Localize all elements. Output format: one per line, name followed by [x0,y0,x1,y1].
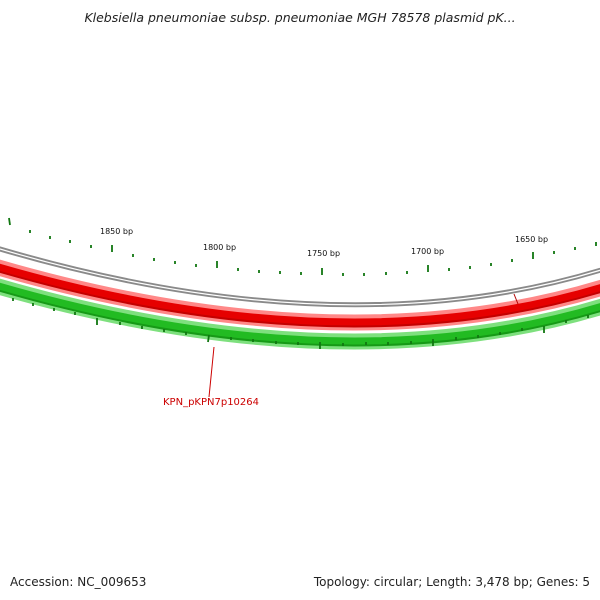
gene-label-connector [208,346,215,398]
ruler-label-1650: 1650 bp [515,235,548,244]
lower-ruler-ticks [12,298,589,349]
ruler-label-1700: 1700 bp [411,247,444,256]
forward-strand-band-core [0,282,600,346]
map-title: Klebsiella pneumoniae subsp. pneumoniae … [84,10,516,25]
feature-boundary-mark [513,293,519,305]
gene-label-kpn-pkpn7p10264[interactable]: KPN_pKPN7p10264 [163,397,259,408]
ruler-label-1800: 1800 bp [203,243,236,252]
ruler-label-1850: 1850 bp [100,227,133,236]
forward-strand-band-shade [0,289,600,347]
ruler-label-1750: 1750 bp [307,249,340,258]
upper-ruler-ticks [8,217,597,276]
reverse-strand-band-core [0,263,600,327]
backbone-ring-inner [0,248,600,306]
topology-summary-text: Topology: circular; Length: 3,478 bp; Ge… [313,575,590,589]
accession-text: Accession: NC_009653 [10,575,147,589]
reverse-strand-band-shade [0,270,600,328]
